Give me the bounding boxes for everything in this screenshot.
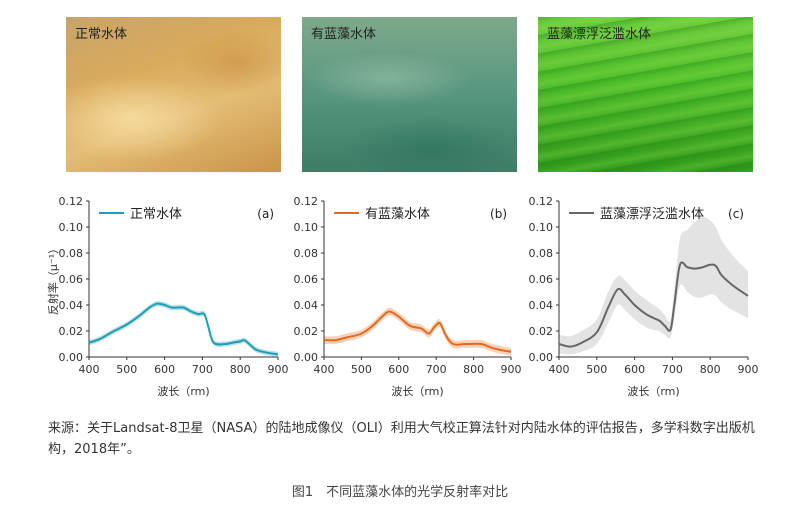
y-tick-label: 0.04	[59, 299, 84, 312]
x-tick-label: 900	[501, 363, 522, 376]
photo-label: 有蓝藻水体	[311, 27, 377, 42]
y-tick-label: 0.06	[529, 273, 554, 286]
photo-label: 正常水体	[75, 27, 128, 42]
panel-label: (c)	[728, 207, 744, 221]
y-tick-label: 0.00	[294, 351, 319, 364]
legend-label: 蓝藻漂浮泛滥水体	[600, 206, 704, 222]
x-tick-label: 500	[586, 363, 607, 376]
y-tick-label: 0.06	[59, 273, 84, 286]
y-tick-label: 0.04	[294, 299, 319, 312]
x-tick-label: 600	[388, 363, 409, 376]
y-tick-label: 0.00	[529, 351, 554, 364]
panel-label: (b)	[490, 207, 507, 221]
y-tick-label: 0.02	[59, 325, 84, 338]
x-axis-label: 波长（rm)	[627, 385, 679, 398]
x-tick-label: 900	[268, 363, 289, 376]
y-tick-label: 0.10	[529, 221, 554, 234]
x-tick-label: 700	[426, 363, 447, 376]
y-tick-label: 0.10	[294, 221, 319, 234]
series-line	[558, 261, 749, 348]
x-tick-label: 600	[154, 363, 175, 376]
x-tick-label: 900	[738, 363, 759, 376]
y-tick-label: 0.02	[529, 325, 554, 338]
series-line	[323, 310, 512, 353]
series-line	[88, 302, 279, 356]
x-tick-label: 800	[700, 363, 721, 376]
y-tick-label: 0.08	[529, 247, 554, 260]
x-tick-label: 400	[314, 363, 335, 376]
x-tick-label: 400	[549, 363, 570, 376]
figure-caption: 图1 不同蓝藻水体的光学反射率对比	[291, 485, 509, 500]
y-tick-label: 0.00	[59, 351, 84, 364]
y-tick-label: 0.08	[294, 247, 319, 260]
uncertainty-band	[324, 307, 511, 356]
x-axis-label: 波长（rm)	[391, 385, 443, 398]
y-tick-label: 0.12	[294, 195, 319, 208]
y-tick-label: 0.04	[529, 299, 554, 312]
uncertainty-band	[559, 216, 748, 355]
x-tick-label: 500	[351, 363, 372, 376]
photo-label: 蓝藻漂浮泛滥水体	[547, 27, 652, 42]
x-axis-label: 波长（rm)	[157, 385, 209, 398]
x-tick-label: 500	[116, 363, 137, 376]
x-tick-label: 800	[230, 363, 251, 376]
photo-algae-water: 有蓝藻水体	[302, 17, 517, 172]
panel-label: (a)	[257, 207, 274, 221]
y-axis-label: 反射率（μ⁻¹）	[46, 243, 60, 315]
y-tick-label: 0.02	[294, 325, 319, 338]
x-tick-label: 400	[79, 363, 100, 376]
reflectance-charts: 0.00 0.02 0.04 0.06 0.08 0.10 0.12 400 500 600 700…	[46, 195, 759, 398]
photo-normal-water: 正常水体	[66, 17, 281, 172]
photo-algae-bloom-water: 蓝藻漂浮泛滥水体	[538, 17, 753, 172]
x-tick-label: 800	[463, 363, 484, 376]
y-tick-label: 0.06	[294, 273, 319, 286]
legend-label: 有蓝藻水体	[365, 207, 430, 222]
x-tick-label: 600	[624, 363, 645, 376]
x-tick-label: 700	[192, 363, 213, 376]
x-tick-label: 700	[662, 363, 683, 376]
source-note: 来源：关于Landsat-8卫星（NASA）的陆地成像仪（OLI）利用大气校正算…	[48, 421, 755, 457]
y-tick-label: 0.10	[59, 221, 84, 234]
y-tick-label: 0.12	[59, 195, 84, 208]
y-tick-label: 0.12	[529, 195, 554, 208]
y-tick-label: 0.08	[59, 247, 84, 260]
legend-label: 正常水体	[130, 207, 182, 222]
